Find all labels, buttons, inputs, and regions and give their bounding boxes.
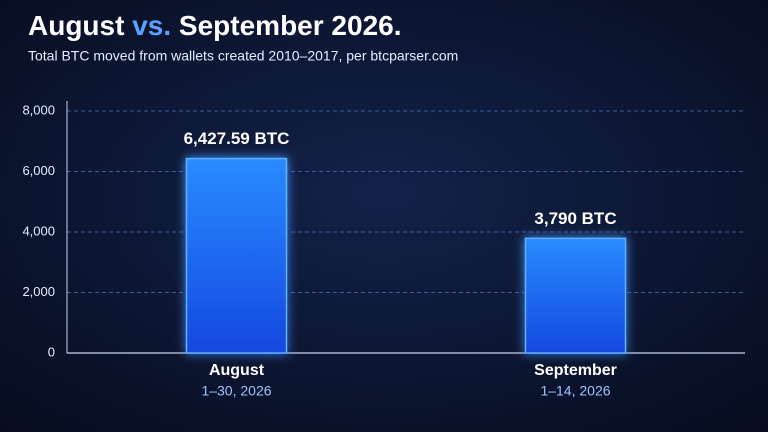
x-tick-label: August <box>209 362 265 379</box>
chart-title: August vs. September 2026. <box>28 10 402 41</box>
y-tick-label: 0 <box>48 344 55 359</box>
y-tick-label: 6,000 <box>22 163 55 178</box>
y-tick-label: 4,000 <box>22 223 55 238</box>
bar <box>185 157 288 354</box>
x-tick-sublabel: 1–14, 2026 <box>540 383 610 399</box>
chart-subtitle: Total BTC moved from wallets created 201… <box>28 48 458 64</box>
title-part: August <box>28 10 132 41</box>
x-tick-sublabel: 1–30, 2026 <box>201 383 271 399</box>
title-part: September 2026. <box>171 10 401 41</box>
x-tick-label: September <box>534 362 617 379</box>
bar <box>524 237 627 354</box>
y-tick-label: 2,000 <box>22 284 55 299</box>
title-part: vs. <box>132 10 171 41</box>
value-label: 3,790 BTC <box>534 209 616 228</box>
value-label: 6,427.59 BTC <box>184 129 290 148</box>
y-tick-label: 8,000 <box>22 102 55 117</box>
